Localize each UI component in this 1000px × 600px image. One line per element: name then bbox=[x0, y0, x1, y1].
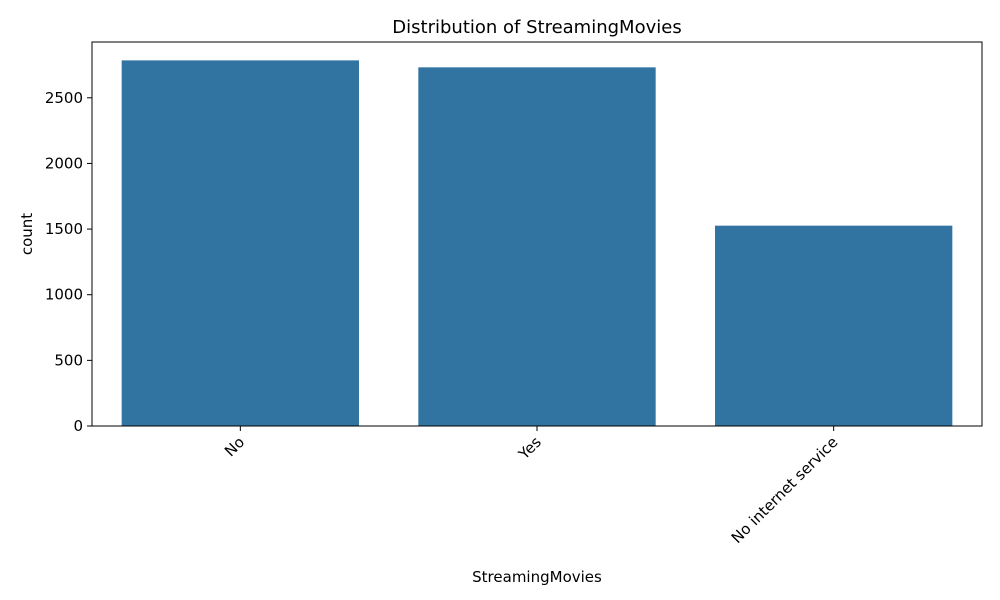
y-tick-label: 2000 bbox=[45, 154, 83, 172]
y-tick-label: 1000 bbox=[45, 286, 83, 304]
y-tick-label: 500 bbox=[54, 351, 83, 369]
bar-no-internet-service bbox=[715, 225, 953, 426]
y-tick-label: 0 bbox=[73, 417, 83, 435]
y-tick-label: 2500 bbox=[45, 89, 83, 107]
x-axis-label: StreamingMovies bbox=[472, 568, 602, 586]
y-axis-ticks: 0 500 1000 1500 2000 2500 bbox=[45, 89, 92, 435]
x-tick-label: Yes bbox=[514, 433, 545, 464]
x-tick-label: No internet service bbox=[728, 433, 842, 547]
bars bbox=[121, 60, 953, 426]
y-tick-label: 1500 bbox=[45, 220, 83, 238]
chart-title: Distribution of StreamingMovies bbox=[392, 17, 681, 38]
x-axis-ticks: No Yes No internet service bbox=[221, 426, 841, 547]
plot-frame bbox=[91, 41, 983, 427]
y-axis-label: count bbox=[18, 213, 36, 255]
x-tick-label: No bbox=[221, 433, 248, 460]
bar-yes bbox=[418, 67, 656, 426]
bar-no bbox=[121, 60, 360, 426]
